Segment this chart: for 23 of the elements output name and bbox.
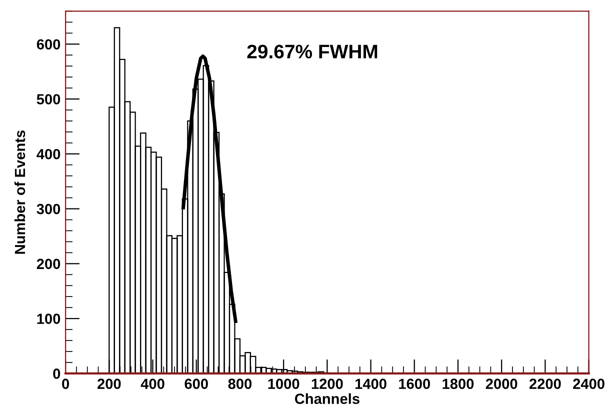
y-tick-label: 600 (36, 39, 60, 50)
x-tick-label: 2400 (573, 378, 604, 389)
x-tick-label: 2200 (529, 378, 561, 389)
x-tick-label: 1400 (355, 378, 386, 389)
x-tick-label: 200 (98, 378, 121, 389)
y-tick-label: 500 (36, 94, 60, 104)
x-tick-label: 600 (184, 378, 208, 389)
annotation: 29.67% FWHM (247, 44, 378, 58)
x-tick-label: 0 (62, 378, 70, 389)
x-tick-label: 2000 (486, 378, 518, 389)
x-tick-label: 1800 (442, 378, 474, 389)
y-tick-label: 100 (37, 314, 60, 324)
y-axis-title: Number of Events (14, 130, 26, 254)
x-tick-label: 1000 (268, 378, 300, 389)
x-tick-label: 400 (140, 378, 164, 389)
x-tick-label: 800 (228, 378, 252, 389)
y-tick-label: 400 (36, 148, 60, 160)
y-tick-label: 0 (53, 368, 60, 379)
y-tick-label: 300 (36, 204, 60, 214)
x-tick-label: 1600 (399, 378, 430, 389)
x-axis-title: Channels (294, 393, 360, 404)
y-tick-label: 200 (36, 258, 60, 270)
x-tick-label: 1200 (312, 378, 343, 389)
